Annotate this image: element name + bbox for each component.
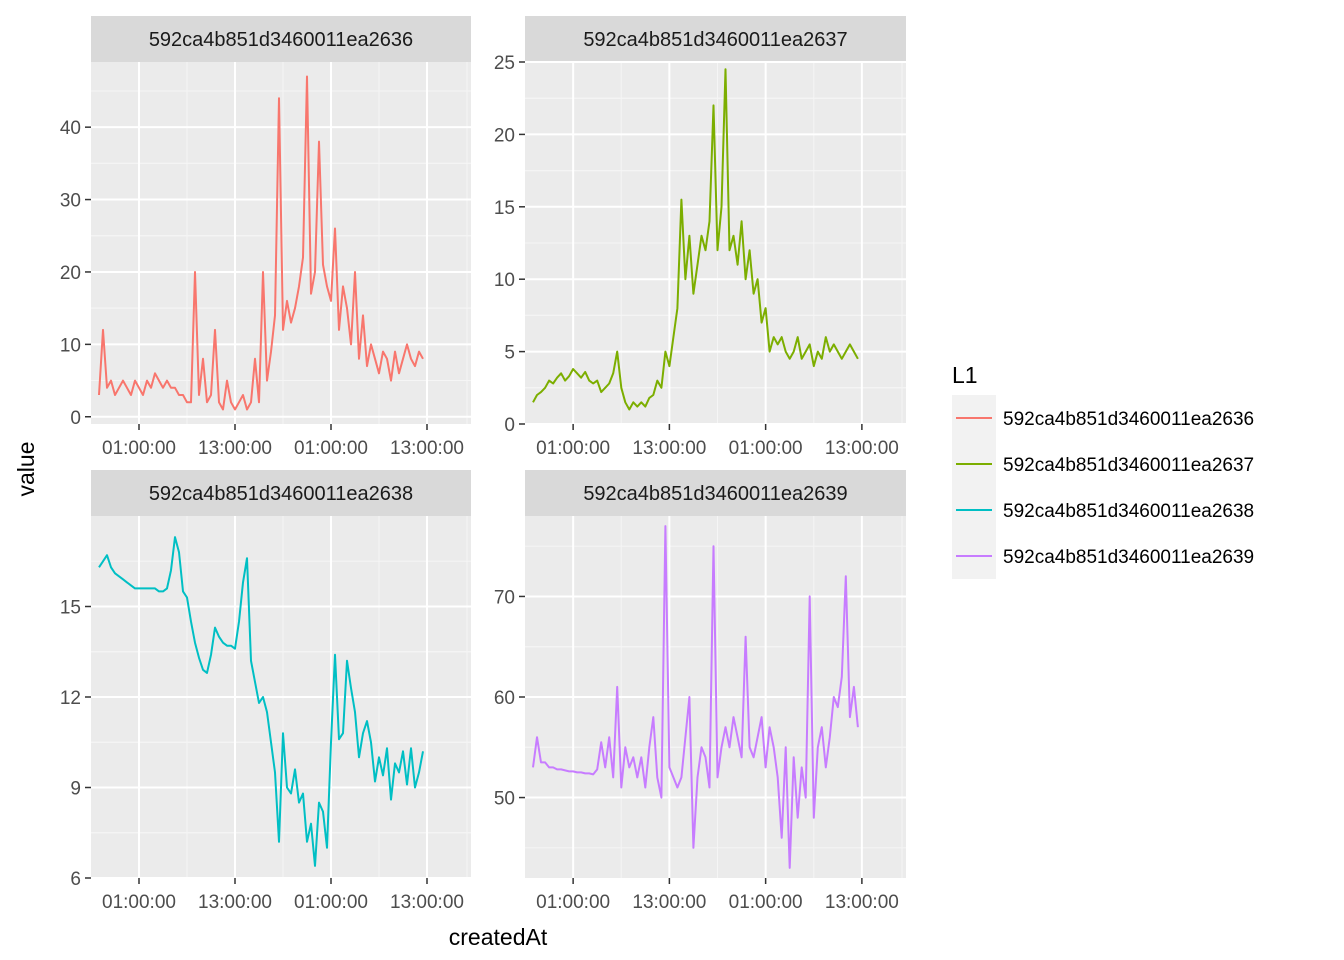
panel-strip: [91, 16, 471, 62]
x-axis-title: createdAt: [449, 924, 548, 950]
legend-item: 592ca4b851d3460011ea2636: [952, 395, 1254, 441]
x-tick-label: 01:00:00: [536, 892, 610, 913]
panels-layer: 592ca4b851d3460011ea2636 0 10 20 30 40 01:00:0…: [60, 16, 906, 913]
y-tick-label: 20: [60, 263, 81, 284]
x-tick-label: 13:00:00: [390, 892, 464, 913]
y-tick-label: 25: [494, 53, 515, 74]
y-tick-label: 10: [494, 270, 515, 291]
panel-strip-label: 592ca4b851d3460011ea2638: [149, 483, 413, 505]
y-tick-label: 15: [60, 598, 81, 619]
legend-item: 592ca4b851d3460011ea2639: [952, 533, 1254, 579]
panel-strip: [91, 470, 471, 516]
y-tick-label: 6: [70, 869, 81, 890]
x-tick-label: 13:00:00: [825, 438, 899, 459]
series-line: [98, 75, 424, 411]
panel-strip-label: 592ca4b851d3460011ea2637: [583, 29, 847, 51]
x-tick-label: 01:00:00: [102, 438, 176, 459]
panel-strip-label: 592ca4b851d3460011ea2636: [149, 29, 413, 51]
series-line: [532, 525, 859, 869]
y-tick-label: 10: [60, 335, 81, 356]
x-tick-label: 13:00:00: [825, 892, 899, 913]
y-tick-label: 50: [494, 789, 515, 810]
x-tick-label: 01:00:00: [294, 892, 368, 913]
x-tick-label: 01:00:00: [536, 438, 610, 459]
legend-label: 592ca4b851d3460011ea2639: [1003, 547, 1254, 568]
panel-strip: [525, 470, 906, 516]
panel-2: 592ca4b851d3460011ea2637 0 5 10 15 20 25 01:00:…: [494, 16, 906, 459]
y-tick-label: 40: [60, 118, 81, 139]
legend-label: 592ca4b851d3460011ea2636: [1003, 409, 1254, 430]
y-tick-label: 15: [494, 198, 515, 219]
y-axis-title: value: [13, 442, 39, 497]
y-tick-label: 9: [70, 779, 81, 800]
y-tick-label: 0: [70, 408, 81, 429]
x-tick-label: 13:00:00: [632, 892, 706, 913]
x-tick-label: 13:00:00: [632, 438, 706, 459]
panel-strip: [525, 16, 906, 62]
y-tick-label: 30: [60, 191, 81, 212]
panel-4: 592ca4b851d3460011ea2639 50 60 70 01:00:00 13…: [494, 470, 906, 913]
legend-items: 592ca4b851d3460011ea2636 592ca4b851d34600…: [952, 395, 1254, 579]
x-tick-label: 13:00:00: [390, 438, 464, 459]
series-line: [532, 68, 859, 411]
x-tick-label: 13:00:00: [198, 892, 272, 913]
legend-item: 592ca4b851d3460011ea2638: [952, 487, 1254, 533]
x-tick-label: 01:00:00: [729, 892, 803, 913]
panel-3: 592ca4b851d3460011ea2638 6 9 12 15 01:00:00 13…: [60, 470, 471, 913]
series-line: [98, 536, 424, 867]
y-tick-label: 20: [494, 125, 515, 146]
legend: L1 592ca4b851d3460011ea2636592ca4b851d34…: [952, 362, 1254, 579]
legend-label: 592ca4b851d3460011ea2637: [1003, 455, 1254, 476]
legend-title: L1: [952, 362, 978, 388]
panel-1: 592ca4b851d3460011ea2636 0 10 20 30 40 01:00:0…: [60, 16, 471, 459]
y-tick-label: 12: [60, 688, 81, 709]
y-tick-label: 60: [494, 688, 515, 709]
legend-item: 592ca4b851d3460011ea2637: [952, 441, 1254, 487]
x-tick-label: 01:00:00: [102, 892, 176, 913]
y-tick-label: 70: [494, 587, 515, 608]
x-tick-label: 13:00:00: [198, 438, 272, 459]
panel-strip-label: 592ca4b851d3460011ea2639: [583, 483, 847, 505]
x-tick-label: 01:00:00: [294, 438, 368, 459]
x-tick-label: 01:00:00: [729, 438, 803, 459]
y-tick-label: 0: [504, 415, 515, 436]
legend-label: 592ca4b851d3460011ea2638: [1003, 501, 1254, 522]
y-tick-label: 5: [504, 343, 515, 364]
